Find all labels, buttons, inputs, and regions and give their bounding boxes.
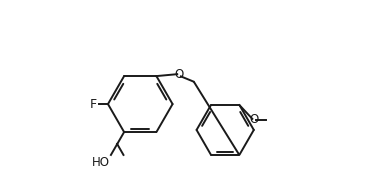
Text: HO: HO xyxy=(92,156,110,169)
Text: O: O xyxy=(174,68,184,81)
Text: F: F xyxy=(89,98,96,110)
Text: O: O xyxy=(250,113,259,126)
